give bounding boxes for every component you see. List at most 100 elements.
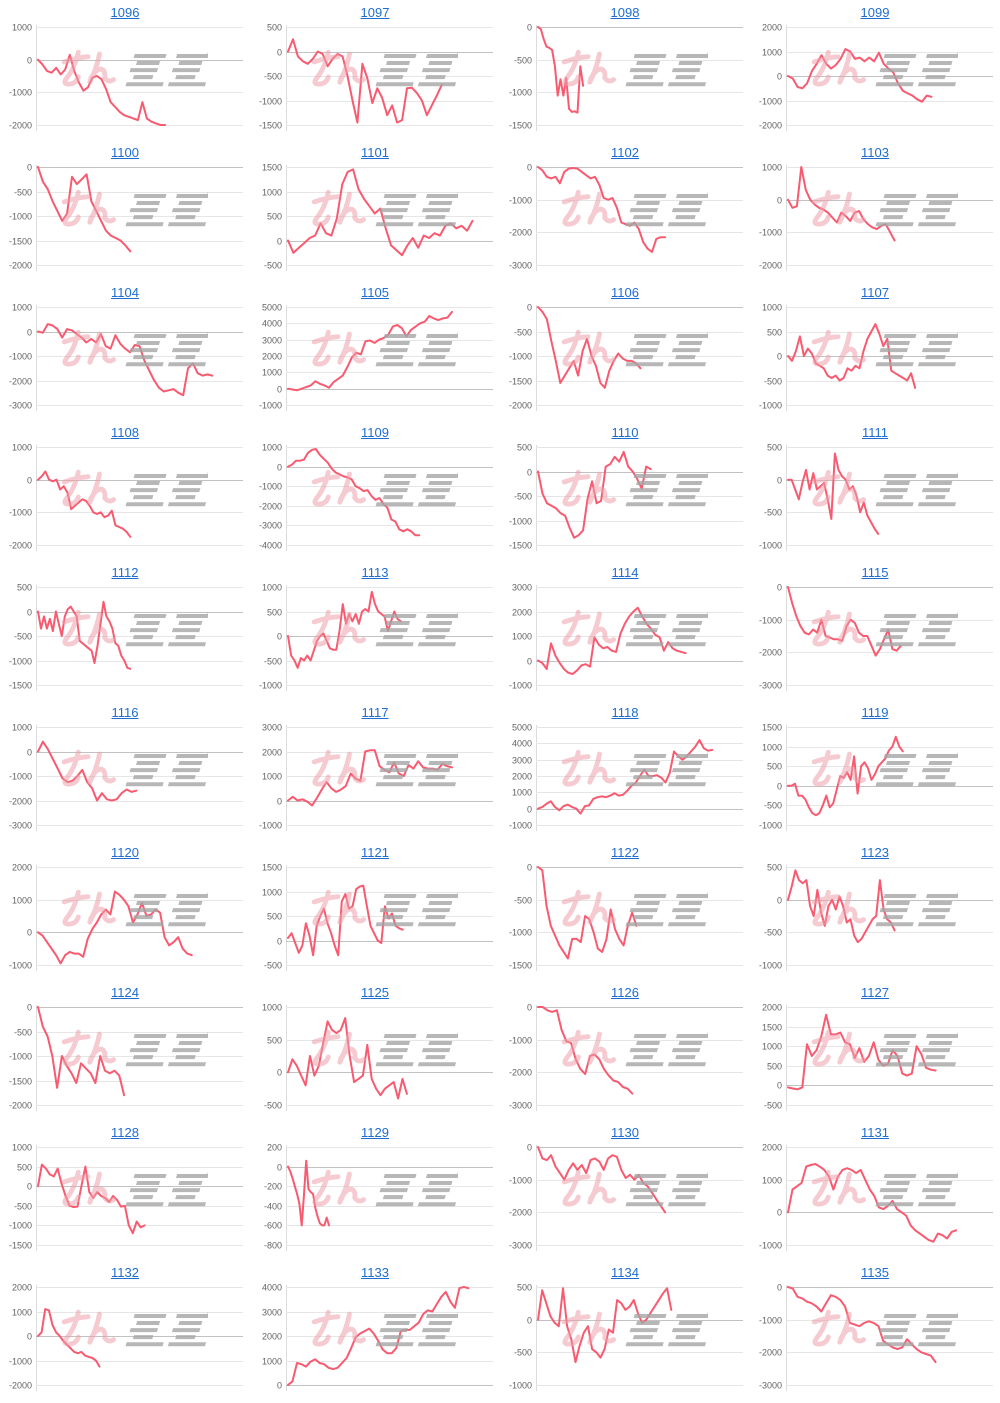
sparkline-chart: 1000 0 -1000 -2000 — [759, 163, 993, 271]
y-tick-label: -2000 — [9, 261, 32, 271]
y-tick-label: 1000 — [12, 443, 32, 453]
y-tick-label: -1000 — [509, 1036, 532, 1046]
chart-link[interactable]: 1111 — [861, 425, 889, 440]
chart-cell: 1110 500 0 -500 -1000 -1500 — [500, 420, 750, 560]
chart-link[interactable]: 1126 — [611, 985, 639, 1000]
y-tick-label: 500 — [767, 762, 782, 772]
chart-link[interactable]: 1108 — [111, 425, 139, 440]
chart-link[interactable]: 1133 — [361, 1265, 389, 1280]
chart-cell: 1118 5000 4000 3000 2000 1000 0 -1000 — [500, 700, 750, 840]
y-tick-label: 1000 — [762, 1176, 782, 1186]
y-tick-label: -500 — [514, 328, 532, 338]
y-tick-label: -1000 — [259, 821, 282, 831]
y-tick-label: -500 — [514, 56, 532, 66]
chart-link[interactable]: 1123 — [861, 845, 889, 860]
y-tick-label: -1000 — [759, 821, 782, 831]
chart-link[interactable]: 1129 — [361, 1125, 389, 1140]
chart-link[interactable]: 1116 — [111, 705, 139, 720]
chart-link[interactable]: 1128 — [111, 1125, 139, 1140]
y-tick-label: 1000 — [262, 888, 282, 898]
chart-link[interactable]: 1120 — [111, 845, 139, 860]
chart-cell: 1131 2000 1000 0 -1000 — [750, 1120, 1000, 1260]
chart-link[interactable]: 1103 — [861, 145, 889, 160]
y-tick-label: -1000 — [9, 1052, 32, 1062]
chart-link[interactable]: 1130 — [611, 1125, 639, 1140]
chart-link[interactable]: 1106 — [611, 285, 639, 300]
chart-link[interactable]: 1113 — [361, 565, 389, 580]
chart-cell: 1133 4000 3000 2000 1000 0 — [250, 1260, 500, 1400]
y-tick-label: 1000 — [762, 163, 782, 173]
chart-link[interactable]: 1135 — [861, 1265, 889, 1280]
chart-link[interactable]: 1125 — [361, 985, 389, 1000]
y-tick-label: 500 — [267, 23, 282, 33]
y-tick-label: -500 — [14, 1028, 32, 1038]
y-tick-label: 0 — [527, 163, 532, 173]
chart-link[interactable]: 1134 — [611, 1265, 639, 1280]
chart-link[interactable]: 1100 — [111, 145, 139, 160]
chart-link[interactable]: 1127 — [861, 985, 889, 1000]
series-line — [37, 1163, 146, 1235]
chart-link[interactable]: 1119 — [861, 705, 889, 720]
chart-link[interactable]: 1101 — [361, 145, 389, 160]
chart-cell: 1106 0 -500 -1000 -1500 -2000 — [500, 280, 750, 420]
chart-link[interactable]: 1109 — [361, 425, 389, 440]
chart-plot-area: 3000 2000 1000 0 -1000 — [250, 721, 500, 840]
y-tick-label: 0 — [27, 608, 32, 618]
chart-plot-area: 2000 1000 0 -1000 — [750, 1141, 1000, 1260]
series-line — [537, 1006, 634, 1095]
chart-link[interactable]: 1117 — [361, 705, 389, 720]
chart-link[interactable]: 1110 — [611, 425, 639, 440]
y-tick-label: 1000 — [762, 303, 782, 313]
y-tick-label: -1000 — [259, 482, 282, 492]
chart-link[interactable]: 1132 — [111, 1265, 139, 1280]
chart-link[interactable]: 1097 — [360, 5, 390, 20]
chart-link[interactable]: 1122 — [611, 845, 639, 860]
chart-link[interactable]: 1099 — [860, 5, 890, 20]
series-line — [787, 323, 917, 389]
sparkline-chart: 500 0 -500 -1000 — [509, 1283, 743, 1391]
sparkline-chart: 1000 0 -1000 -2000 — [9, 443, 243, 551]
sparkline-chart: 0 -500 -1000 -1500 — [509, 23, 743, 131]
chart-link[interactable]: 1115 — [861, 565, 889, 580]
chart-link[interactable]: 1102 — [611, 145, 639, 160]
series-line — [37, 1308, 101, 1368]
chart-cell: 1124 0 -500 -1000 -1500 -2000 — [0, 980, 250, 1120]
chart-link[interactable]: 1107 — [861, 285, 889, 300]
chart-plot-area: 500 0 -500 -1000 — [750, 861, 1000, 980]
sparkline-chart: 500 0 -500 -1000 — [759, 443, 993, 551]
chart-link[interactable]: 1118 — [611, 705, 639, 720]
y-tick-label: 1000 — [262, 368, 282, 378]
chart-link[interactable]: 1121 — [361, 845, 389, 860]
y-tick-label: 0 — [27, 476, 32, 486]
y-tick-label: -500 — [14, 188, 32, 198]
y-tick-label: -1000 — [9, 772, 32, 782]
chart-link[interactable]: 1131 — [861, 1125, 889, 1140]
chart-link[interactable]: 1112 — [111, 565, 139, 580]
y-tick-label: -500 — [514, 1348, 532, 1358]
y-tick-label: -1500 — [509, 961, 532, 971]
sparkline-chart: 1000 500 0 -500 -1000 -1500 — [9, 1143, 243, 1251]
y-tick-label: -500 — [264, 961, 282, 971]
chart-plot-area: 1000 0 -1000 -2000 -3000 — [0, 721, 250, 840]
y-tick-label: -1000 — [759, 961, 782, 971]
sparkline-chart: 0 -1000 -2000 -3000 — [759, 583, 993, 691]
chart-link[interactable]: 1096 — [110, 5, 140, 20]
y-tick-label: -2000 — [9, 377, 32, 387]
series-line — [287, 1159, 330, 1227]
chart-plot-area: 5000 4000 3000 2000 1000 0 -1000 — [250, 301, 500, 420]
y-tick-label: 0 — [27, 1332, 32, 1342]
y-tick-label: -500 — [14, 632, 32, 642]
sparkline-chart: 3000 2000 1000 0 -1000 — [509, 583, 743, 691]
chart-link[interactable]: 1124 — [111, 985, 139, 1000]
y-tick-label: 0 — [277, 237, 282, 247]
chart-link[interactable]: 1105 — [361, 285, 389, 300]
chart-link[interactable]: 1114 — [611, 565, 639, 580]
y-tick-label: 1000 — [262, 1003, 282, 1013]
y-tick-label: -3000 — [9, 821, 32, 831]
y-tick-label: 500 — [767, 328, 782, 338]
chart-link[interactable]: 1104 — [111, 285, 139, 300]
chart-link[interactable]: 1098 — [610, 5, 640, 20]
y-tick-label: -1000 — [9, 212, 32, 222]
y-tick-label: -1000 — [9, 508, 32, 518]
